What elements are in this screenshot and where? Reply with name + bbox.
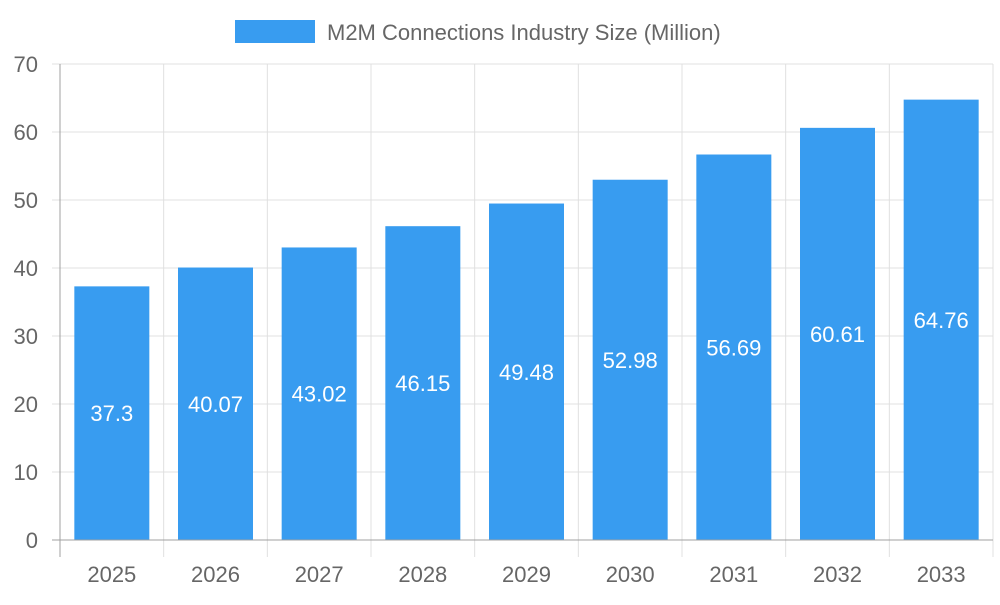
y-tick-label: 50 — [14, 188, 38, 213]
bar-2029 — [489, 203, 564, 540]
bar-2025 — [74, 286, 150, 540]
x-tick-label: 2032 — [813, 562, 862, 587]
bar-2032 — [800, 127, 875, 541]
bar-2030 — [592, 179, 668, 540]
x-tick-label: 2033 — [917, 562, 966, 587]
x-tick-label: 2030 — [606, 562, 655, 587]
x-tick-label: 2031 — [709, 562, 758, 587]
bars — [74, 99, 979, 541]
data-label: 49.48 — [499, 360, 554, 385]
bar-2031 — [696, 154, 772, 540]
legend-label: M2M Connections Industry Size (Million) — [327, 20, 721, 45]
x-tick-label: 2029 — [502, 562, 551, 587]
legend-swatch — [235, 20, 315, 43]
y-tick-label: 60 — [14, 120, 38, 145]
data-label: 43.02 — [292, 382, 347, 407]
x-tick-label: 2027 — [295, 562, 344, 587]
bar-2028 — [385, 226, 461, 540]
x-tick-label: 2028 — [398, 562, 447, 587]
data-label: 64.76 — [914, 308, 969, 333]
data-label: 56.69 — [706, 335, 761, 360]
data-labels: 37.3 40.07 43.02 46.15 49.48 52.98 56.69 60.61 6… — [90, 308, 968, 426]
data-label: 40.07 — [188, 392, 243, 417]
y-tick-label: 10 — [14, 460, 38, 485]
x-tick-label: 2026 — [191, 562, 240, 587]
data-label: 46.15 — [395, 371, 450, 396]
data-label: 52.98 — [603, 348, 658, 373]
bar-2026 — [178, 267, 253, 540]
data-label: 37.3 — [90, 401, 133, 426]
data-label: 60.61 — [810, 322, 865, 347]
y-tick-label: 40 — [14, 256, 38, 281]
y-tick-label: 0 — [26, 528, 38, 553]
y-tick-label: 70 — [14, 52, 38, 77]
y-tick-label: 30 — [14, 324, 38, 349]
legend: M2M Connections Industry Size (Million) — [235, 20, 721, 45]
x-tick-label: 2025 — [87, 562, 136, 587]
y-tick-label: 20 — [14, 392, 38, 417]
bar-2033 — [903, 99, 979, 541]
bar-2027 — [281, 247, 357, 541]
